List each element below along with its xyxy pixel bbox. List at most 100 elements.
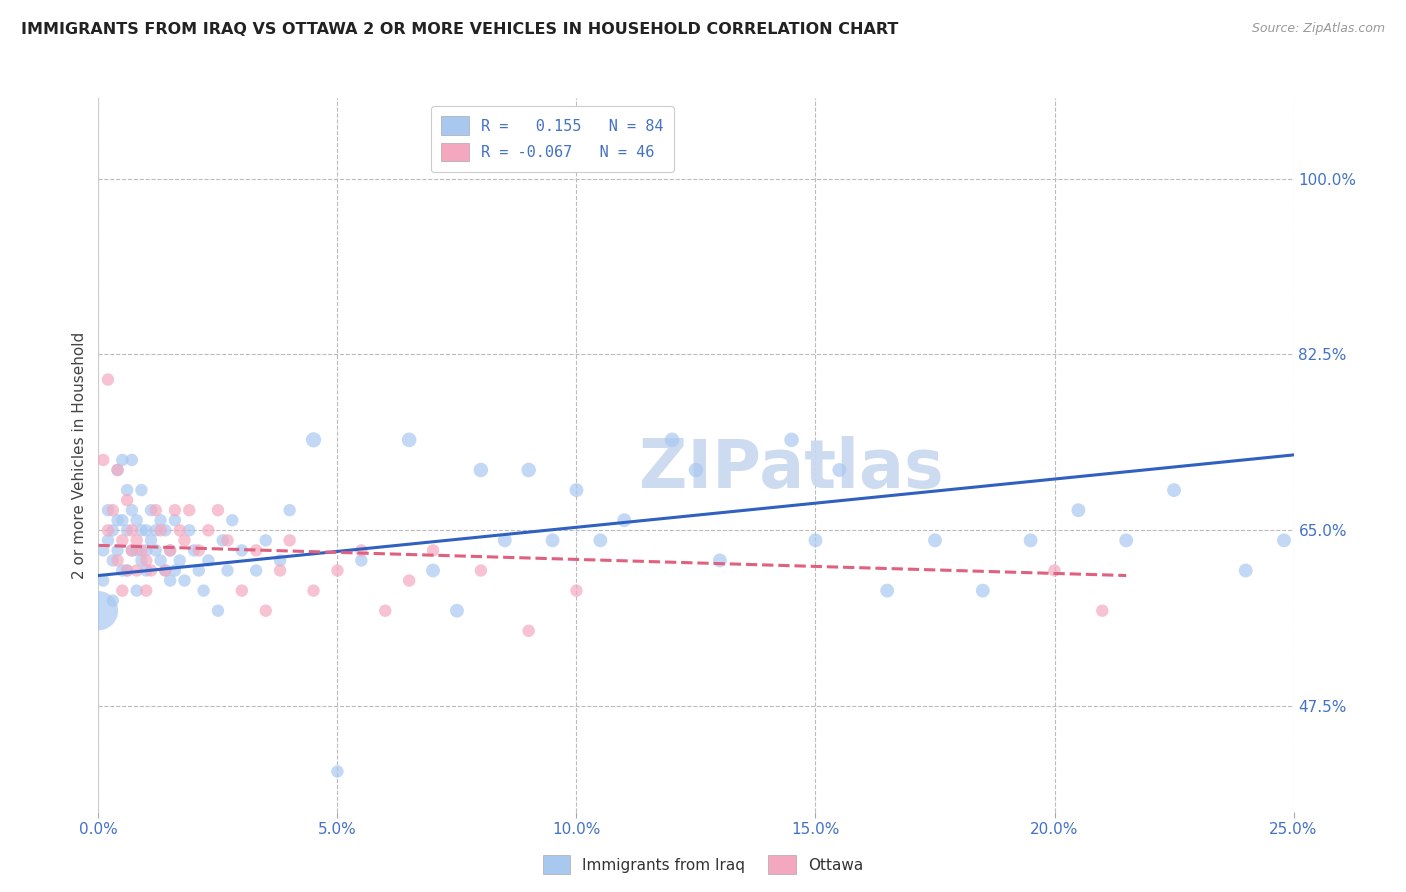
Point	[245, 543, 267, 558]
Point	[217, 533, 239, 548]
Point	[541, 533, 564, 548]
Point	[422, 564, 444, 578]
Point	[139, 503, 162, 517]
Y-axis label: 2 or more Vehicles in Household: 2 or more Vehicles in Household	[72, 331, 87, 579]
Point	[197, 524, 219, 538]
Point	[565, 483, 588, 497]
Point	[187, 543, 209, 558]
Point	[173, 533, 195, 548]
Point	[1091, 604, 1114, 618]
Point	[187, 564, 209, 578]
Point	[115, 564, 138, 578]
Point	[159, 543, 181, 558]
Point	[135, 543, 157, 558]
Point	[131, 483, 153, 497]
Point	[685, 463, 707, 477]
Point	[254, 533, 277, 548]
Point	[107, 463, 129, 477]
Point	[173, 574, 195, 588]
Point	[145, 543, 167, 558]
Point	[87, 604, 110, 618]
Point	[107, 513, 129, 527]
Point	[350, 543, 373, 558]
Point	[197, 553, 219, 567]
Point	[589, 533, 612, 548]
Point	[302, 583, 325, 598]
Point	[179, 503, 201, 517]
Point	[155, 564, 177, 578]
Point	[131, 553, 153, 567]
Point	[115, 493, 138, 508]
Point	[193, 583, 215, 598]
Point	[145, 524, 167, 538]
Point	[155, 524, 177, 538]
Point	[207, 503, 229, 517]
Point	[217, 564, 239, 578]
Point	[494, 533, 516, 548]
Point	[709, 553, 731, 567]
Point	[613, 513, 636, 527]
Legend: Immigrants from Iraq, Ottawa: Immigrants from Iraq, Ottawa	[537, 849, 869, 880]
Point	[125, 533, 148, 548]
Point	[121, 503, 143, 517]
Point	[278, 533, 301, 548]
Point	[111, 513, 134, 527]
Point	[163, 564, 186, 578]
Point	[221, 513, 243, 527]
Point	[350, 553, 373, 567]
Point	[101, 593, 124, 607]
Point	[107, 463, 129, 477]
Point	[125, 543, 148, 558]
Point	[169, 524, 191, 538]
Point	[780, 433, 803, 447]
Point	[97, 533, 120, 548]
Text: IMMIGRANTS FROM IRAQ VS OTTAWA 2 OR MORE VEHICLES IN HOUSEHOLD CORRELATION CHART: IMMIGRANTS FROM IRAQ VS OTTAWA 2 OR MORE…	[21, 22, 898, 37]
Point	[135, 564, 157, 578]
Point	[121, 524, 143, 538]
Point	[163, 513, 186, 527]
Point	[565, 583, 588, 598]
Point	[183, 543, 205, 558]
Point	[115, 524, 138, 538]
Point	[1272, 533, 1295, 548]
Point	[231, 543, 253, 558]
Point	[91, 453, 114, 467]
Point	[278, 503, 301, 517]
Point	[1163, 483, 1185, 497]
Point	[179, 524, 201, 538]
Point	[804, 533, 827, 548]
Point	[254, 604, 277, 618]
Point	[1043, 564, 1066, 578]
Point	[135, 553, 157, 567]
Point	[131, 543, 153, 558]
Point	[135, 524, 157, 538]
Point	[269, 564, 291, 578]
Point	[924, 533, 946, 548]
Point	[111, 564, 134, 578]
Point	[1234, 564, 1257, 578]
Point	[125, 564, 148, 578]
Point	[131, 524, 153, 538]
Point	[139, 564, 162, 578]
Point	[374, 604, 396, 618]
Legend: R =   0.155   N = 84, R = -0.067   N = 46: R = 0.155 N = 84, R = -0.067 N = 46	[430, 106, 675, 172]
Point	[97, 372, 120, 386]
Point	[326, 764, 349, 779]
Point	[145, 503, 167, 517]
Point	[97, 524, 120, 538]
Point	[245, 564, 267, 578]
Point	[828, 463, 851, 477]
Point	[398, 574, 420, 588]
Point	[111, 533, 134, 548]
Text: ZIPatlas: ZIPatlas	[640, 436, 943, 502]
Point	[149, 524, 172, 538]
Point	[398, 433, 420, 447]
Point	[269, 553, 291, 567]
Point	[207, 604, 229, 618]
Point	[470, 564, 492, 578]
Point	[302, 433, 325, 447]
Point	[517, 624, 540, 638]
Point	[125, 583, 148, 598]
Point	[159, 574, 181, 588]
Point	[972, 583, 994, 598]
